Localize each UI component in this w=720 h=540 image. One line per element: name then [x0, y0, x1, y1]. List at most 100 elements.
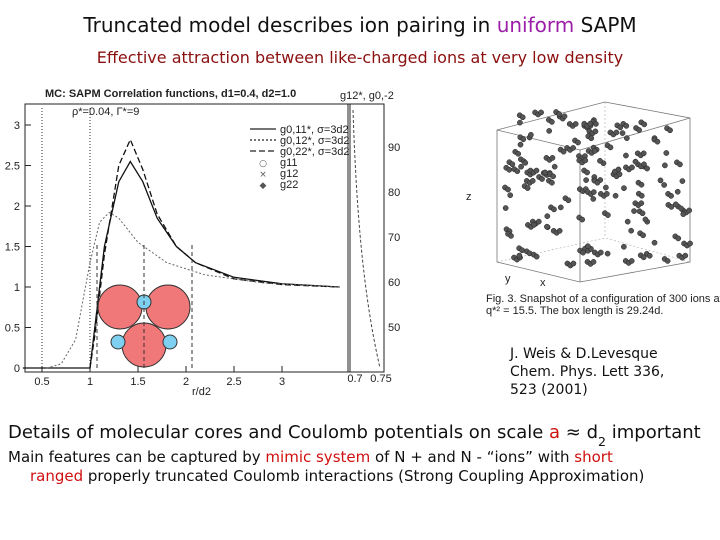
- x-tick-label: 3: [279, 376, 285, 388]
- ion: [662, 162, 668, 169]
- ion: [641, 121, 648, 128]
- ion: [570, 260, 577, 267]
- y-tick-label: 2.5: [5, 161, 20, 173]
- ion: [533, 167, 540, 174]
- ion: [664, 258, 671, 264]
- ion: [551, 206, 557, 213]
- ion: [583, 177, 589, 183]
- ion: [520, 136, 527, 143]
- highlight: ranged: [30, 467, 83, 485]
- x-tick-label: 0.5: [34, 376, 49, 388]
- ion: [668, 204, 675, 210]
- citation-line: Chem. Phys. Lett 336,: [510, 364, 664, 380]
- ion: [638, 181, 645, 188]
- curve: [22, 160, 340, 369]
- ion: [502, 205, 509, 211]
- ion: [604, 250, 611, 257]
- ion: [675, 235, 682, 242]
- text-run: SAPM: [574, 13, 636, 37]
- ion: [580, 249, 586, 256]
- x-tick-label: 2: [183, 376, 189, 388]
- ion: [522, 160, 529, 166]
- ion: [551, 163, 558, 170]
- highlight: short: [574, 448, 613, 466]
- ion: [575, 139, 581, 146]
- ion: [557, 204, 564, 211]
- ion: [549, 119, 555, 125]
- text-run: Truncated model describes ion pairing in: [82, 13, 496, 37]
- ion: [646, 252, 653, 259]
- legend-entry: g22: [280, 179, 298, 191]
- inset-y-tick-label: 80: [388, 187, 400, 199]
- citation-line: 523 (2001): [510, 382, 588, 398]
- legend-symbol: ○: [259, 159, 267, 169]
- ion: [561, 113, 568, 120]
- ion: [544, 223, 550, 230]
- ion: [591, 148, 598, 154]
- ion: [506, 166, 513, 173]
- ion: [515, 150, 522, 157]
- ion: [549, 155, 556, 161]
- ion: [623, 135, 630, 141]
- ion: [528, 131, 534, 138]
- ion: [632, 158, 639, 165]
- ion: [654, 138, 661, 145]
- body-line: Main features can be captured by mimic s…: [8, 448, 613, 466]
- body-line: ranged properly truncated Coulomb intera…: [30, 467, 644, 485]
- ion: [590, 196, 597, 202]
- ion: [556, 111, 562, 117]
- figure: MC: SAPM Correlation functions, d1=0.4, …: [5, 88, 401, 398]
- axis-x: x: [540, 277, 546, 289]
- axis-y: y: [505, 273, 511, 285]
- ion: [640, 254, 647, 261]
- snapshot: z x y Fig. 3. Snapshot of a configuratio…: [466, 101, 720, 317]
- ion: [579, 216, 586, 223]
- ion: [687, 240, 693, 247]
- inset-x-tick-label: 0.7: [347, 373, 362, 385]
- ion: [570, 145, 576, 151]
- ion: [628, 258, 635, 264]
- inset-y-tick-label: 70: [388, 232, 400, 244]
- curve: [89, 137, 340, 369]
- highlight: a: [549, 422, 560, 443]
- ion: [661, 182, 667, 188]
- x-tick-label: 1: [87, 376, 93, 388]
- ion: [542, 169, 549, 176]
- ion: [514, 168, 521, 175]
- ion: [572, 121, 579, 127]
- ion: [624, 218, 631, 225]
- ion: [679, 178, 686, 184]
- ion: [560, 148, 567, 155]
- ion: [678, 205, 684, 212]
- y-tick-label: 1.5: [5, 242, 20, 254]
- ion: [674, 188, 681, 195]
- ion: [531, 222, 537, 228]
- ion: [615, 166, 622, 173]
- text-run: important: [606, 422, 701, 443]
- ion: [594, 179, 601, 186]
- ion: [638, 192, 645, 199]
- text-run: ≈ d: [560, 422, 598, 443]
- ion: [549, 179, 555, 186]
- ion: [535, 218, 542, 225]
- ion: [597, 249, 604, 256]
- y-tick-label: 2: [14, 201, 20, 213]
- ion: [507, 192, 514, 199]
- ion: [539, 176, 545, 182]
- ion: [638, 200, 645, 207]
- legend-symbol: ◆: [260, 181, 267, 191]
- ion: [587, 120, 594, 127]
- subtitle: Effective attraction between like-charge…: [97, 48, 623, 67]
- ion: [550, 173, 556, 180]
- legend-symbol: ×: [259, 170, 267, 180]
- ion: [668, 193, 674, 199]
- legend-entry: g0,22*, σ=3d2: [280, 146, 350, 158]
- ion: [617, 124, 624, 131]
- core: [97, 284, 143, 330]
- ion: [162, 334, 178, 350]
- ion: [636, 127, 642, 133]
- text-run: of N + and N - “ions” with: [370, 448, 574, 466]
- ion: [593, 121, 599, 127]
- ion: [628, 227, 635, 234]
